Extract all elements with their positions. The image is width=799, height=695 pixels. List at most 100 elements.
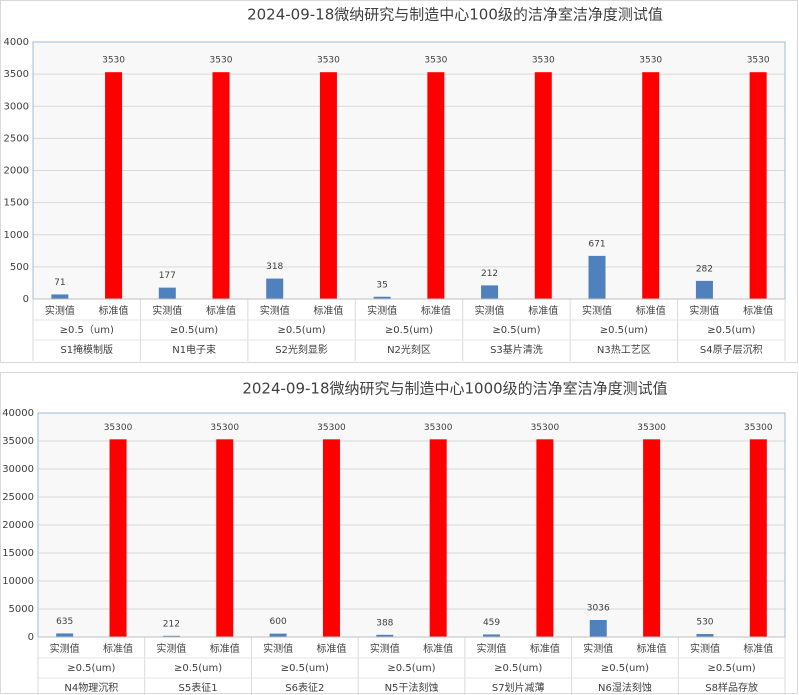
data-label: 3530 <box>639 56 662 66</box>
group-label: N5干法刻蚀 <box>385 681 439 694</box>
x-tick-label: 标准值 <box>528 304 558 317</box>
bar <box>269 633 287 637</box>
size-label: ≥0.5（um) <box>60 324 114 336</box>
x-tick-label: 标准值 <box>316 642 346 655</box>
data-label: 71 <box>54 278 65 288</box>
group-label: S1掩模制版 <box>60 343 113 356</box>
bar <box>588 255 606 299</box>
group-label: N6湿法刻蚀 <box>598 681 652 694</box>
y-tick-label: 30000 <box>2 464 34 475</box>
group-label: S3基片清洗 <box>490 343 543 356</box>
size-label: ≥0.5(um) <box>277 325 325 336</box>
data-label: 3530 <box>102 56 125 66</box>
bar <box>56 633 74 637</box>
bar <box>322 439 340 637</box>
data-label: 3530 <box>210 56 233 66</box>
y-tick-label: 5000 <box>9 604 34 615</box>
x-tick-label: 实测值 <box>477 642 507 655</box>
y-tick-label: 35000 <box>2 436 34 447</box>
x-tick-label: 标准值 <box>636 304 666 317</box>
x-tick-label: 实测值 <box>689 304 719 317</box>
y-tick-label: 0 <box>28 632 34 643</box>
group-label: S7划片减薄 <box>492 681 545 694</box>
bar <box>429 439 447 637</box>
bar <box>534 72 552 299</box>
data-label: 35300 <box>210 423 239 433</box>
bar <box>319 72 337 299</box>
bar <box>695 280 713 299</box>
data-label: 35300 <box>317 423 346 433</box>
data-label: 3036 <box>587 603 610 613</box>
x-tick-label: 实测值 <box>263 642 293 655</box>
size-label: ≥0.5(um) <box>494 663 542 674</box>
bar <box>266 278 284 299</box>
x-tick-label: 实测值 <box>690 642 720 655</box>
bar <box>216 439 234 637</box>
x-tick-label: 实测值 <box>370 642 400 655</box>
x-tick-label: 标准值 <box>423 642 453 655</box>
x-tick-label: 实测值 <box>367 304 397 317</box>
size-label: ≥0.5(um) <box>601 663 649 674</box>
data-label: 3530 <box>424 56 447 66</box>
bar <box>427 72 445 299</box>
size-label: ≥0.5(um) <box>67 663 115 674</box>
chart-frame <box>0 372 798 694</box>
y-tick-label: 25000 <box>2 492 34 503</box>
x-tick-label: 标准值 <box>743 304 773 317</box>
bar <box>642 72 660 299</box>
x-tick-label: 标准值 <box>99 304 129 317</box>
data-label: 3530 <box>532 56 555 66</box>
data-label: 600 <box>270 617 287 627</box>
bar <box>376 634 394 637</box>
data-label: 3530 <box>317 56 340 66</box>
data-label: 671 <box>588 239 605 249</box>
data-label: 35300 <box>104 423 133 433</box>
y-tick-label: 0 <box>23 294 29 305</box>
x-tick-label: 实测值 <box>156 642 186 655</box>
data-label: 212 <box>481 269 498 279</box>
x-tick-label: 标准值 <box>210 642 240 655</box>
y-tick-label: 10000 <box>2 576 34 587</box>
data-label: 177 <box>159 271 176 281</box>
size-label: ≥0.5(um) <box>708 663 756 674</box>
chart-frame <box>0 0 798 363</box>
bar <box>481 285 499 299</box>
group-label: N4物理沉积 <box>64 681 118 694</box>
group-label: S4原子层沉积 <box>700 343 763 356</box>
bar <box>105 72 123 299</box>
x-tick-label: 实测值 <box>50 642 80 655</box>
group-label: S8样品存放 <box>705 681 758 694</box>
bar <box>643 439 661 637</box>
x-tick-label: 标准值 <box>313 304 343 317</box>
bar <box>749 439 767 637</box>
bar <box>589 619 607 637</box>
bar <box>696 634 714 637</box>
size-label: ≥0.5(um) <box>600 325 648 336</box>
data-label: 35300 <box>531 423 560 433</box>
bar <box>109 439 127 637</box>
x-tick-label: 标准值 <box>743 642 773 655</box>
x-tick-label: 标准值 <box>103 642 133 655</box>
data-label: 3530 <box>747 56 770 66</box>
data-label: 35300 <box>744 423 773 433</box>
y-tick-label: 20000 <box>2 520 34 531</box>
x-tick-label: 实测值 <box>583 642 613 655</box>
size-label: ≥0.5(um) <box>174 663 222 674</box>
x-tick-label: 标准值 <box>637 642 667 655</box>
size-label: ≥0.5(um) <box>387 663 435 674</box>
bar <box>158 287 176 299</box>
data-label: 530 <box>696 618 713 628</box>
data-label: 35300 <box>637 423 666 433</box>
bar <box>51 294 69 299</box>
y-tick-label: 2500 <box>4 133 29 144</box>
y-tick-label: 1500 <box>4 198 29 209</box>
data-label: 635 <box>56 617 73 627</box>
x-tick-label: 标准值 <box>421 304 451 317</box>
x-tick-label: 实测值 <box>152 304 182 317</box>
group-label: N1电子束 <box>172 343 216 356</box>
bar <box>749 72 767 299</box>
data-label: 35300 <box>424 423 453 433</box>
x-tick-label: 实测值 <box>582 304 612 317</box>
y-tick-label: 1000 <box>4 230 29 241</box>
